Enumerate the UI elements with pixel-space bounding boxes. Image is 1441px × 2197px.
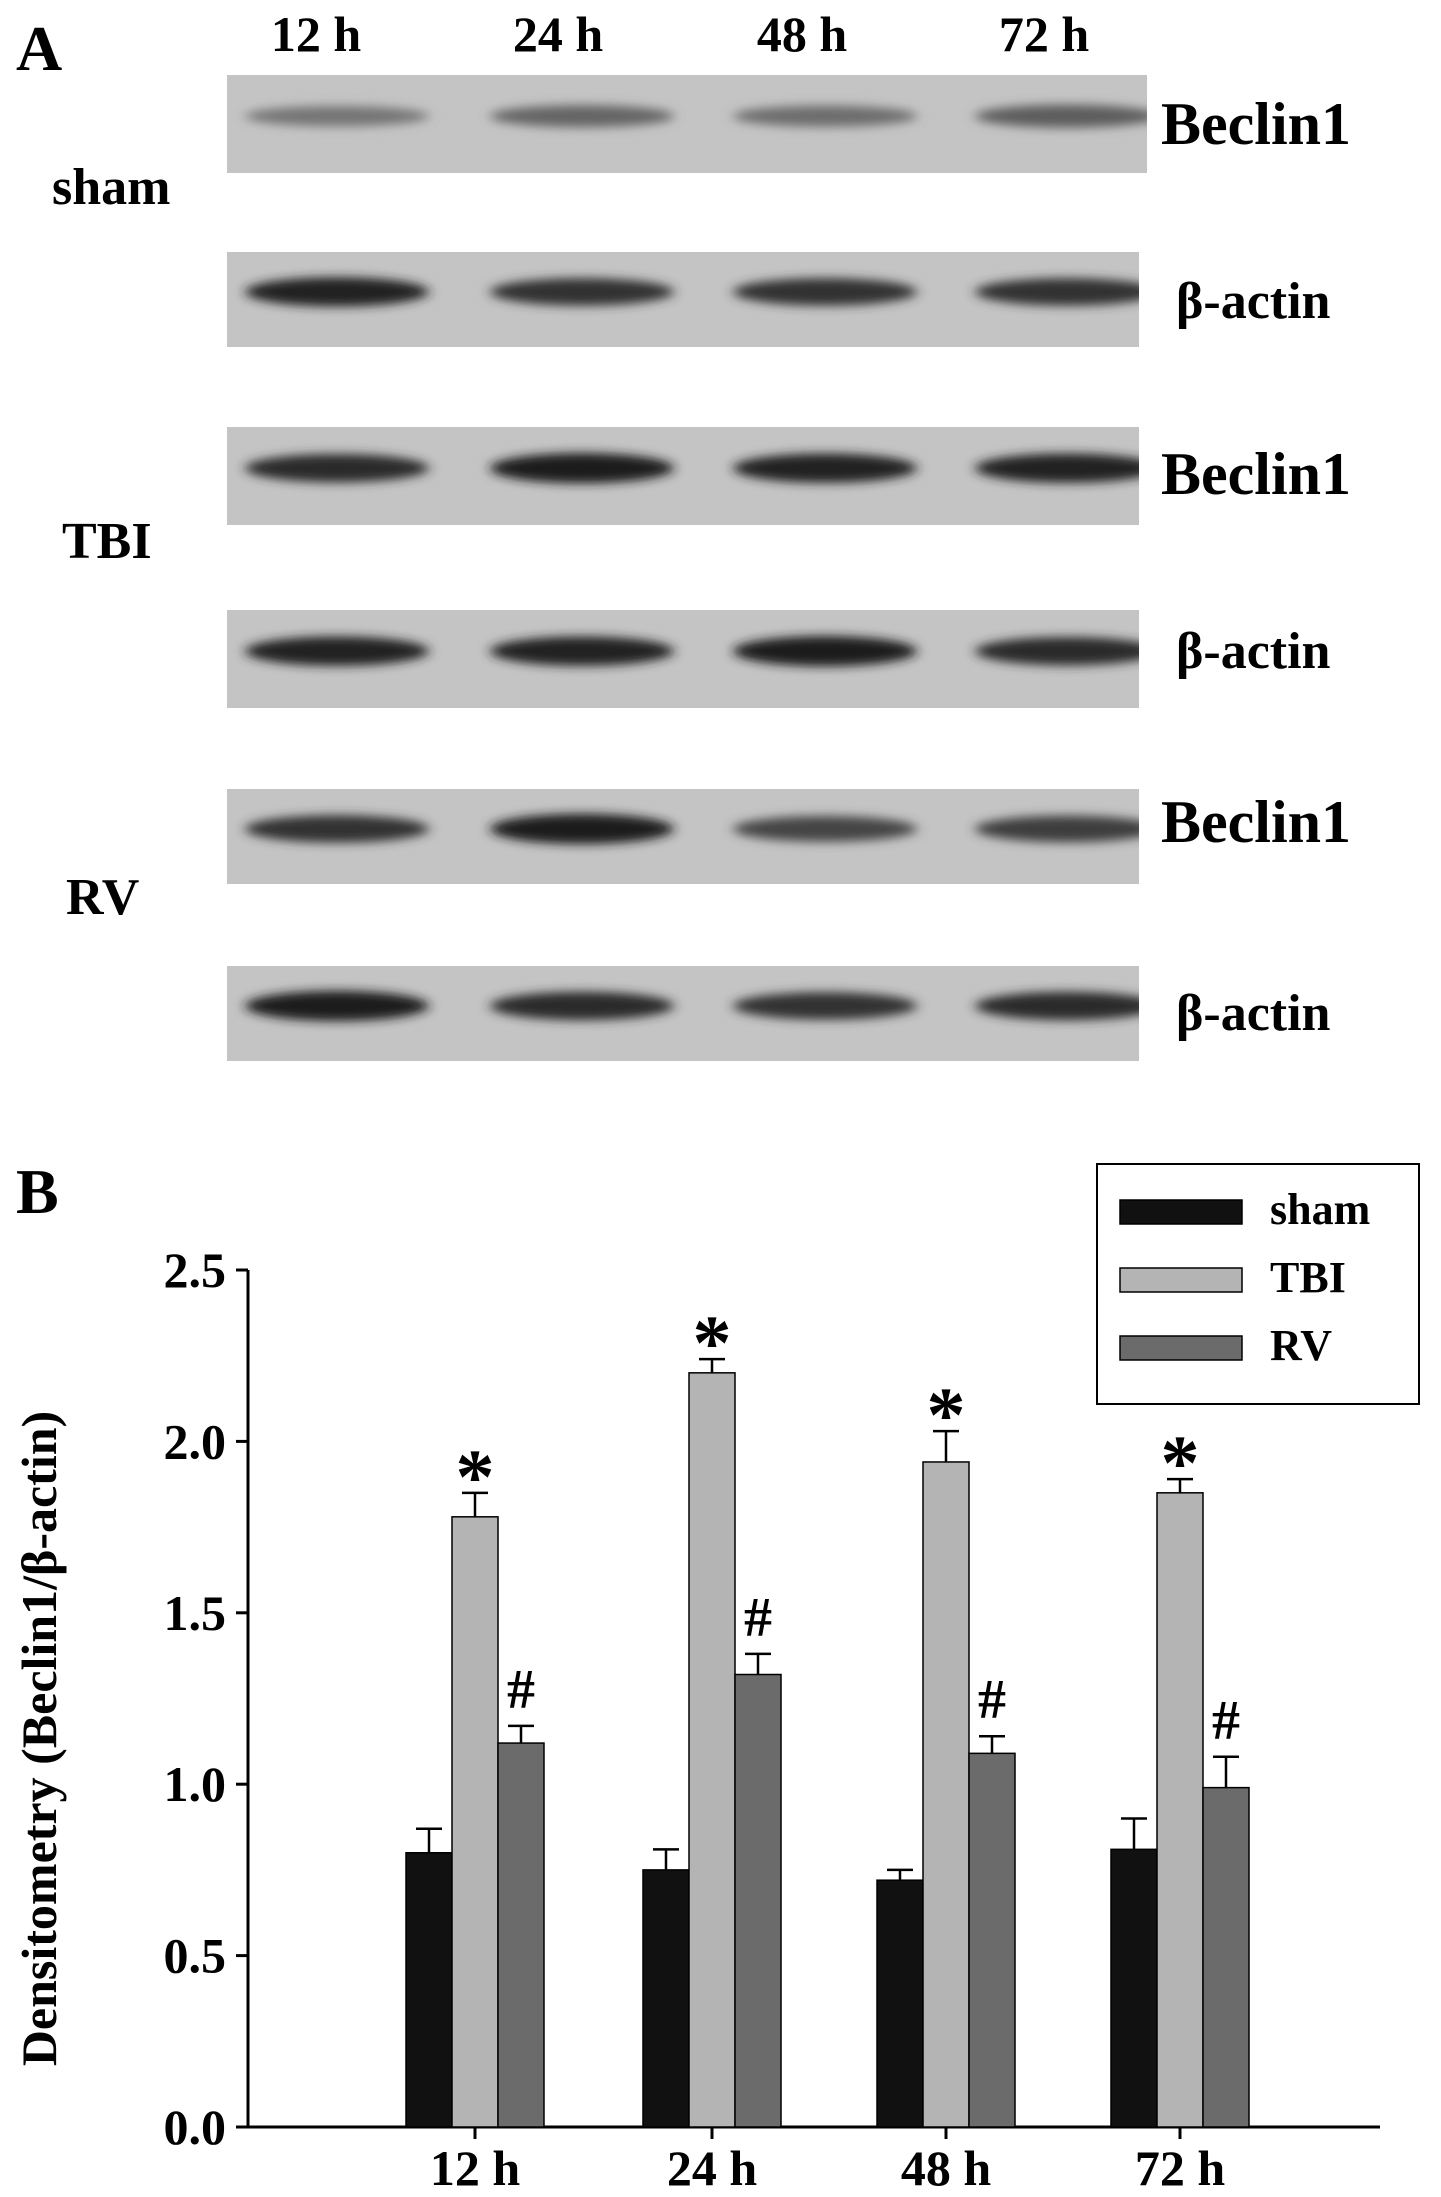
band-lane-2	[490, 453, 674, 484]
x-tick-label: 72 h	[1135, 2140, 1226, 2196]
significance-marker: *	[927, 1371, 966, 1458]
x-tick-label: 48 h	[901, 2140, 992, 2196]
significance-marker: *	[1161, 1419, 1200, 1506]
band-lane-3	[733, 453, 917, 483]
band-lane-2	[490, 105, 674, 128]
protein-label-tbi-beclin1: Beclin1	[1161, 441, 1351, 507]
significance-marker: #	[1212, 1690, 1240, 1752]
blot-tbi-actin	[227, 610, 1139, 708]
panel-a-letter: A	[16, 13, 63, 84]
y-axis-label: Densitometry (Beclin1/β-actin)	[11, 1411, 67, 2066]
band-lane-2	[490, 278, 674, 306]
bar-RV-1	[497, 1742, 545, 2128]
group-label-rv: RV	[66, 869, 140, 926]
band-lane-1	[245, 277, 429, 307]
bar-RV-3	[968, 1752, 1016, 2128]
band-lane-4	[975, 636, 1139, 666]
protein-label-sham-beclin1: Beclin1	[1161, 91, 1351, 157]
blot-sham-actin	[227, 252, 1139, 347]
y-tick-label: 0.5	[164, 1928, 227, 1984]
band-lane-1	[245, 453, 429, 483]
band-lane-1	[245, 106, 429, 127]
lane-label-3: 48 h	[756, 6, 848, 62]
legend-swatch-sham	[1119, 1199, 1243, 1225]
bar-sham-4	[1110, 1848, 1158, 2128]
bar-TBI-4	[1156, 1492, 1204, 2128]
protein-label-rv-actin: β-actin	[1176, 985, 1331, 1042]
blot-sham-beclin1	[227, 75, 1147, 173]
band-lane-1	[245, 815, 429, 843]
band-lane-4	[975, 104, 1147, 128]
protein-label-tbi-actin: β-actin	[1176, 623, 1331, 680]
x-tick-label: 12 h	[430, 2140, 521, 2196]
band-lane-4	[975, 278, 1139, 306]
bar-sham-2	[642, 1869, 690, 2128]
lane-label-2: 24 h	[512, 6, 604, 62]
bar-sham-3	[876, 1879, 924, 2128]
significance-marker: *	[456, 1433, 495, 1520]
blot-rv-actin	[227, 966, 1139, 1061]
blot-tbi-beclin1	[227, 427, 1139, 525]
panel-b-letter: B	[16, 1156, 59, 1227]
band-lane-4	[975, 815, 1139, 843]
band-lane-1	[245, 636, 429, 666]
legend-swatch-TBI	[1119, 1267, 1243, 1293]
y-tick-label: 2.0	[164, 1413, 227, 1469]
bar-TBI-1	[451, 1516, 499, 2128]
band-lane-2	[490, 991, 674, 1021]
y-tick-label: 1.5	[164, 1585, 227, 1641]
y-tick-label: 1.0	[164, 1756, 227, 1812]
bar-TBI-2	[688, 1372, 736, 2128]
band-lane-3	[733, 278, 917, 306]
lane-label-1: 12 h	[270, 6, 362, 62]
band-lane-2	[490, 813, 674, 844]
band-lane-4	[975, 453, 1139, 483]
lane-label-4: 72 h	[998, 6, 1090, 62]
group-label-sham: sham	[52, 159, 171, 216]
legend-label-TBI: TBI	[1270, 1253, 1346, 1302]
band-lane-2	[490, 636, 674, 666]
legend-swatch-RV	[1119, 1335, 1243, 1361]
protein-label-rv-beclin1: Beclin1	[1161, 789, 1351, 855]
band-lane-1	[245, 990, 429, 1021]
significance-marker: #	[744, 1587, 772, 1649]
protein-label-sham-actin: β-actin	[1176, 273, 1331, 330]
x-tick-label: 24 h	[667, 2140, 758, 2196]
bar-RV-2	[734, 1673, 782, 2128]
legend-label-sham: sham	[1270, 1185, 1370, 1234]
significance-marker: #	[978, 1669, 1006, 1731]
significance-marker: *	[693, 1299, 732, 1386]
group-label-tbi: TBI	[62, 513, 152, 570]
legend-label-RV: RV	[1270, 1321, 1332, 1370]
band-lane-3	[733, 816, 917, 842]
bar-TBI-3	[922, 1461, 970, 2128]
y-tick-label: 2.5	[164, 1242, 227, 1298]
bar-RV-4	[1202, 1786, 1250, 2128]
band-lane-3	[733, 992, 917, 1020]
band-lane-3	[733, 636, 917, 667]
significance-marker: #	[507, 1659, 535, 1721]
band-lane-4	[975, 991, 1139, 1021]
bar-sham-1	[405, 1852, 453, 2128]
y-tick-label: 0.0	[164, 2099, 227, 2155]
band-lane-3	[733, 105, 917, 127]
blot-rv-beclin1	[227, 789, 1139, 884]
